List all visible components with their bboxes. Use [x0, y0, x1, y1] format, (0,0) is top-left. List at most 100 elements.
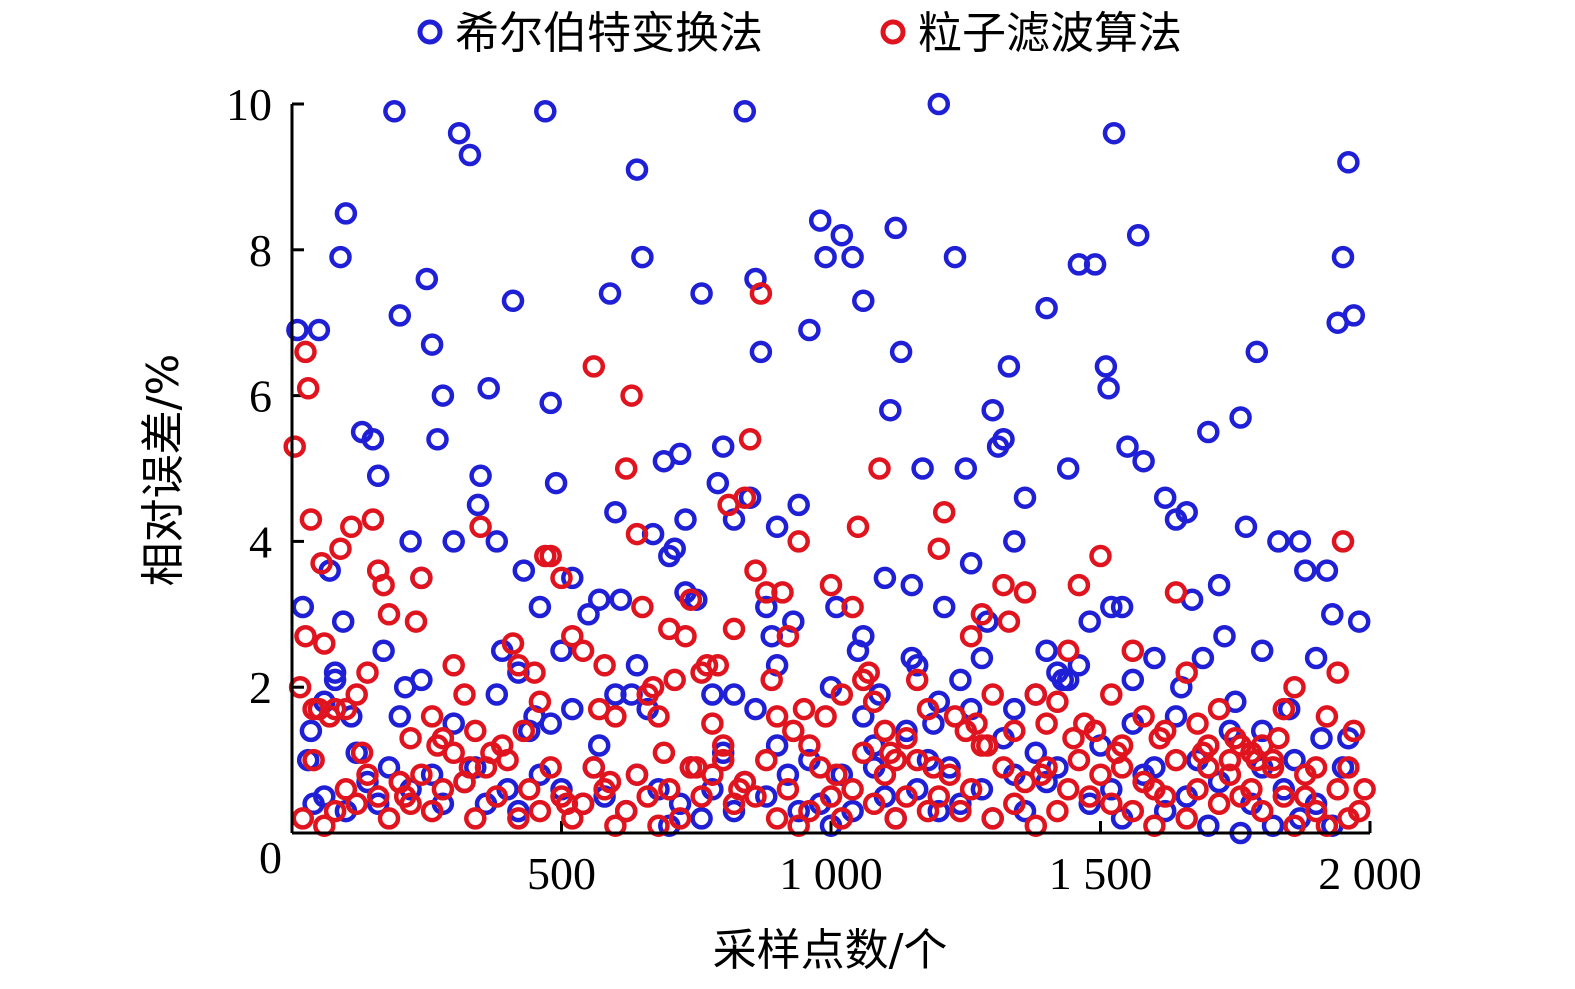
data-point	[496, 748, 519, 772]
legend: 希尔伯特变换法 粒子滤波算法	[417, 8, 1182, 59]
data-point	[695, 654, 719, 677]
data-point	[1250, 799, 1274, 823]
data-point	[313, 814, 336, 837]
data-point	[334, 202, 358, 225]
data-point	[841, 778, 864, 801]
data-point	[1321, 603, 1344, 626]
data-point	[1148, 726, 1172, 750]
data-point	[755, 748, 778, 772]
data-point	[377, 603, 401, 626]
data-point	[625, 654, 649, 677]
data-point	[943, 245, 967, 269]
data-point	[393, 675, 417, 699]
y-tick-label: 4	[249, 516, 272, 567]
data-point	[1294, 785, 1317, 808]
data-point	[1224, 726, 1247, 750]
data-point	[733, 100, 757, 123]
data-point	[641, 675, 665, 699]
data-point	[755, 785, 778, 808]
data-point	[501, 289, 525, 313]
data-point	[932, 595, 956, 619]
data-point	[711, 748, 735, 772]
data-point	[1083, 719, 1107, 743]
data-point	[453, 683, 476, 706]
data-point	[1213, 624, 1236, 648]
data-point	[1342, 304, 1366, 327]
data-point	[464, 807, 487, 830]
data-point	[749, 282, 773, 305]
data-point	[1051, 668, 1075, 692]
data-point	[792, 697, 816, 721]
data-point	[1218, 748, 1242, 772]
data-point	[1175, 807, 1198, 830]
data-point	[949, 668, 972, 692]
data-point	[447, 121, 471, 145]
data-point	[711, 435, 735, 458]
data-point	[388, 705, 412, 728]
data-point	[943, 705, 967, 728]
data-point	[466, 493, 490, 517]
data-point	[550, 639, 573, 663]
data-point	[350, 741, 374, 765]
data-point	[426, 734, 449, 757]
data-point	[388, 304, 412, 327]
data-point	[528, 690, 552, 714]
data-point	[587, 734, 611, 757]
data-point	[927, 92, 951, 116]
data-point	[927, 785, 951, 808]
data-point	[507, 807, 530, 830]
data-point	[331, 610, 355, 633]
data-point	[1283, 748, 1306, 772]
data-point	[1245, 340, 1269, 364]
data-point	[366, 785, 390, 808]
data-point	[307, 318, 331, 342]
data-point	[1288, 530, 1312, 553]
data-point	[356, 763, 379, 786]
data-point	[1207, 573, 1231, 597]
data-point	[701, 712, 724, 735]
data-point	[517, 778, 541, 801]
data-point	[329, 245, 352, 269]
data-point	[477, 377, 500, 400]
data-point	[1035, 296, 1058, 320]
data-point	[771, 581, 794, 604]
data-point	[593, 654, 616, 677]
data-point	[1207, 792, 1231, 816]
data-point	[814, 705, 837, 728]
data-point	[383, 100, 406, 123]
data-point	[900, 573, 924, 597]
data-point	[1056, 457, 1080, 480]
data-point	[523, 661, 546, 684]
data-point	[679, 588, 703, 611]
data-point	[1337, 807, 1360, 830]
data-point	[485, 530, 509, 553]
data-point	[922, 756, 945, 779]
data-point	[1283, 675, 1306, 699]
data-point	[1078, 785, 1101, 808]
data-point	[873, 763, 897, 786]
data-point	[1175, 500, 1198, 524]
data-point	[787, 530, 810, 553]
data-point	[464, 719, 487, 743]
data-point	[485, 785, 509, 808]
data-point	[1003, 719, 1026, 743]
data-point	[776, 763, 800, 786]
data-point	[1272, 778, 1296, 801]
data-point	[1153, 785, 1177, 808]
data-point	[310, 552, 333, 575]
data-point	[825, 763, 848, 786]
data-point	[738, 428, 762, 451]
series-particle-filter	[283, 282, 1376, 837]
data-point	[787, 814, 810, 837]
data-point	[1164, 705, 1188, 728]
data-point	[469, 464, 492, 488]
data-point	[1272, 785, 1296, 808]
data-point	[959, 552, 983, 575]
data-point	[340, 515, 363, 539]
data-point	[1331, 530, 1355, 553]
data-point	[291, 807, 315, 830]
data-point	[431, 778, 455, 801]
data-point	[1062, 726, 1085, 750]
data-point	[733, 486, 757, 509]
data-point	[1191, 741, 1215, 765]
